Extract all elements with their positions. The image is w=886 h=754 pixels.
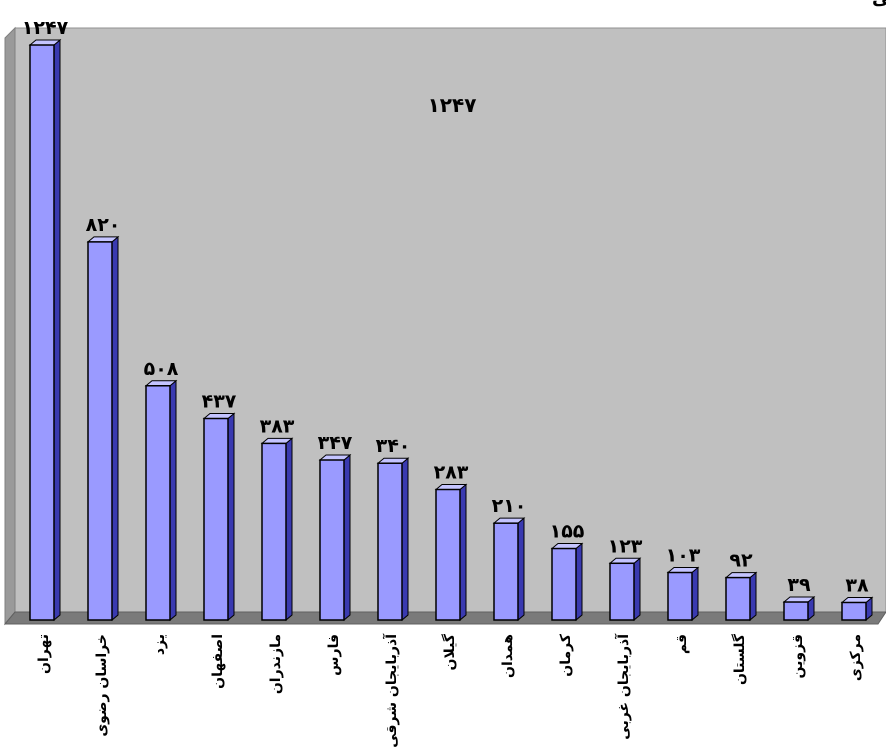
bar-front [783, 601, 809, 621]
bar-top [550, 543, 584, 550]
bar [28, 38, 62, 622]
data-label: ۳۸ [845, 574, 869, 596]
data-label: ۱۲۴۷ [22, 17, 69, 39]
category-label: گیلان [441, 633, 458, 670]
bar-side [227, 412, 235, 622]
bar [260, 437, 294, 622]
value-labels-group: ۱۲۴۷ ۸۲۰ ۵۰۸ ۴۳۷ ۳۸۳ ۳۴۷ ۳۴۰ ۲۸۳ ۲۱۰ ۱۵۵ ۱۲۳ ۱۰۳ ۹۲ ۳… [22, 17, 869, 596]
bar [724, 571, 758, 622]
data-label: ۳۸۳ [260, 415, 295, 437]
bar-top [666, 567, 700, 574]
bar-front [841, 601, 867, 621]
category-label: مازندران [268, 634, 284, 694]
bar-front [725, 576, 751, 621]
bar-front [203, 417, 229, 621]
category-label: همدان [500, 634, 516, 678]
bar-front [319, 459, 345, 621]
category-label: گلستان [731, 633, 748, 685]
bar [144, 379, 178, 622]
category-label: کرمان [558, 633, 574, 677]
bar-front [377, 462, 403, 621]
bar-side [343, 453, 351, 622]
data-label: ۲۱۰ [492, 495, 527, 517]
bar-top [376, 457, 410, 464]
bar-side [401, 457, 409, 622]
category-label: تهران [36, 634, 52, 674]
category-label: آذربایجان شرقی [382, 633, 400, 748]
data-label: ۵۰۸ [144, 358, 179, 380]
bars-group [28, 38, 874, 622]
category-label: آذربایجان غربی [614, 633, 632, 740]
bar-side [691, 566, 699, 622]
bar-side [53, 38, 61, 622]
bar-side [111, 235, 119, 622]
bar-front [87, 241, 113, 621]
chart-annotation: ۱۲۴۷ [428, 93, 477, 117]
data-label: ۳۹ [787, 574, 811, 596]
category-label: یزد [152, 634, 168, 655]
category-label: قم [674, 634, 690, 654]
bar [86, 235, 120, 622]
plot-side-wall [4, 26, 16, 626]
bar-front [435, 488, 461, 621]
data-label: ۳۴۷ [318, 432, 353, 454]
data-label: ۱۲۳ [608, 535, 643, 557]
bar-front [667, 571, 693, 621]
bar [434, 483, 468, 622]
category-label: قزوین [790, 634, 806, 678]
bar-side [169, 379, 177, 622]
category-label: خراسان رضوی [94, 634, 110, 737]
bar-top [840, 596, 874, 603]
bar-front [29, 44, 55, 621]
bar-top [86, 236, 120, 243]
data-label: ۱۰۳ [666, 545, 701, 567]
bar [550, 542, 584, 622]
data-label: ۳۴۰ [376, 435, 411, 457]
category-label: مرکزی [848, 634, 864, 681]
bar [840, 596, 874, 622]
data-label: ۴۳۷ [202, 390, 237, 412]
bar [666, 566, 700, 622]
bar [376, 457, 410, 622]
bar-top [434, 484, 468, 491]
bar [318, 453, 352, 622]
bar-front [493, 522, 519, 621]
chart-title: نمودار مقایسه تعداد اسناد تنظیمی در کشور… [872, 0, 886, 9]
bar-side [749, 571, 757, 622]
bar-side [459, 483, 467, 622]
bar [782, 595, 816, 622]
data-label: ۲۸۳ [434, 462, 469, 484]
data-label: ۱۵۵ [550, 521, 585, 543]
bar-front [609, 562, 635, 621]
bar-front [261, 442, 287, 621]
data-label: ۹۲ [729, 550, 753, 572]
bar-front [551, 547, 577, 621]
data-label: ۸۲۰ [86, 214, 121, 236]
bar [202, 412, 236, 622]
bar-side [575, 542, 583, 622]
bar [608, 557, 642, 622]
bar-front [145, 385, 171, 621]
bar-side [517, 517, 525, 622]
category-label: فارس [326, 634, 342, 676]
category-labels-group: تهران خراسان رضوی یزد اصفهان مازندران فارس آذر… [36, 633, 864, 748]
bar-side [633, 557, 641, 622]
bar [492, 517, 526, 622]
category-label: اصفهان [210, 634, 226, 689]
bar-side [285, 437, 293, 622]
